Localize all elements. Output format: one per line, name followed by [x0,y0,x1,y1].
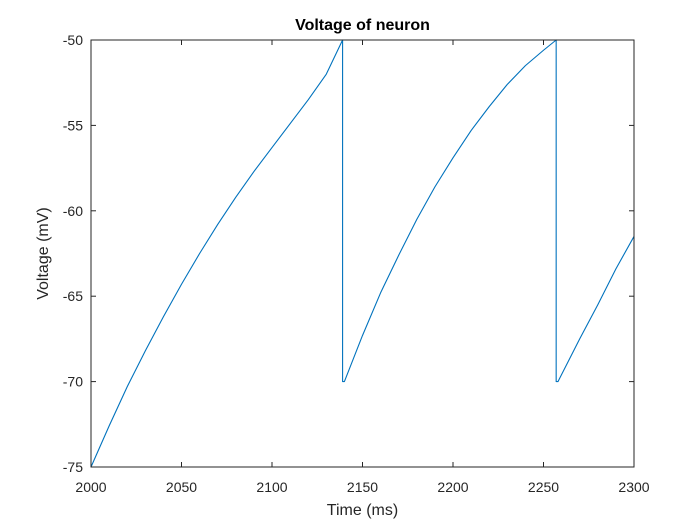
y-tick-label: -55 [63,117,83,133]
x-tick-label: 2100 [256,479,287,495]
y-tick-label: -50 [63,32,83,48]
series-layer [90,39,635,468]
y-axis-label: Voltage (mV) [35,207,52,299]
axes-layer: 2000 2050 2100 2150 2200 2250 2300 -75 -70 -65 -60… [63,32,650,495]
chart-title: Voltage of neuron [295,17,430,34]
x-tick-label: 2150 [347,479,378,495]
x-tick-label: 2000 [75,479,106,495]
x-axis-label: Time (ms) [327,502,398,519]
x-tick-label: 2200 [437,479,468,495]
x-tick-label: 2250 [528,479,559,495]
x-tick-label: 2050 [166,479,197,495]
labels-layer: Voltage of neuron Time (ms) Voltage (mV) [35,17,430,519]
plot-area [91,40,634,467]
y-tick-label: -75 [63,459,83,475]
y-tick-label: -70 [63,374,83,390]
x-tick-label: 2300 [618,479,649,495]
y-tick-label: -60 [63,203,83,219]
y-tick-label: -65 [63,288,83,304]
series-line-0 [90,39,635,468]
